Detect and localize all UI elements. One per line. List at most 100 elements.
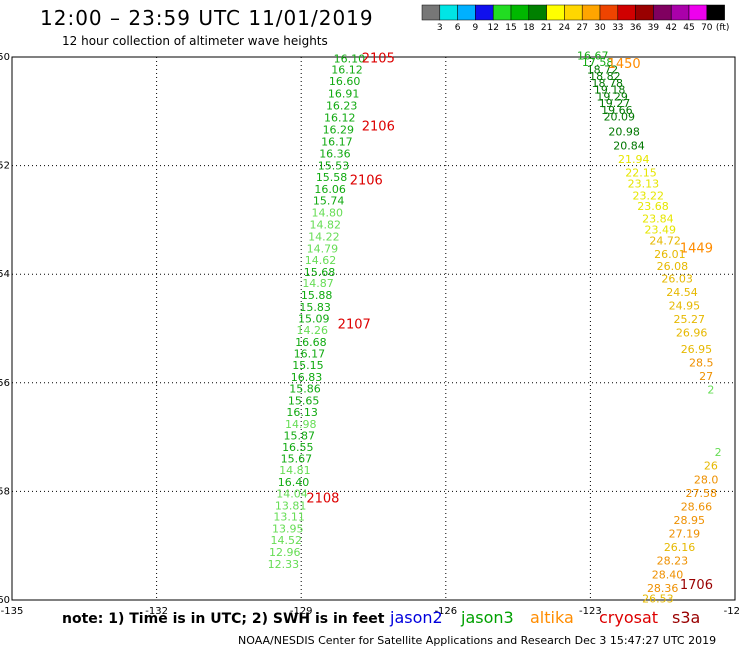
altika-data-label: 19.66 bbox=[601, 104, 633, 117]
plot-frame bbox=[11, 56, 736, 601]
jason3-data-label: 16.23 bbox=[326, 100, 358, 113]
colorbar-cell bbox=[635, 4, 654, 21]
time-label: 2106 bbox=[362, 119, 395, 134]
colorbar-label: 45 bbox=[683, 23, 694, 33]
legend-cryosat: cryosat bbox=[599, 608, 659, 627]
time-label: 2105 bbox=[362, 51, 395, 66]
jason3-data-label: 15.58 bbox=[316, 171, 348, 184]
page-title: 12:00 – 23:59 UTC 11/01/2019 bbox=[40, 6, 374, 30]
time-label: 1706 bbox=[680, 578, 713, 593]
jason3-data-label: 15.83 bbox=[299, 301, 331, 314]
jason3-data-label: 14.04 bbox=[276, 487, 308, 500]
altika-data-label: 24.54 bbox=[666, 286, 698, 299]
jason3-data-label: 12.96 bbox=[269, 546, 301, 559]
altika-data-label: 27.58 bbox=[686, 487, 718, 500]
colorbar-cell bbox=[581, 4, 601, 21]
jason3-data-label: 14.62 bbox=[305, 254, 337, 267]
time-label: 2106 bbox=[350, 174, 383, 189]
altika-data-label: 22.15 bbox=[625, 166, 657, 179]
jason3-data-label: 14.82 bbox=[310, 219, 342, 232]
colorbar-label: 27 bbox=[576, 23, 587, 33]
colorbar-label: 36 bbox=[630, 23, 642, 33]
colorbar-label: 15 bbox=[505, 23, 516, 33]
jason3-data-label: 16.12 bbox=[331, 63, 363, 76]
altika-data-label: 23.13 bbox=[628, 177, 660, 190]
colorbar-cell bbox=[617, 4, 636, 21]
time-label: 2108 bbox=[306, 491, 339, 506]
legend-altika: altika bbox=[530, 608, 574, 627]
x-tick-label: -129 bbox=[290, 606, 313, 617]
y-tick-label: -52 bbox=[0, 161, 10, 172]
jason3-data-label: 16.36 bbox=[319, 147, 351, 160]
altika-data-label: 19.18 bbox=[594, 83, 626, 96]
jason3-data-label: 16.13 bbox=[286, 406, 318, 419]
jason3-data-label: 16.60 bbox=[329, 75, 361, 88]
y-tick-label: -60 bbox=[0, 595, 10, 606]
altika-data-label: 26 bbox=[704, 460, 718, 473]
x-tick-label: -132 bbox=[145, 606, 168, 617]
jason3-data-label: 15.65 bbox=[288, 395, 320, 408]
colorbar-label: 6 bbox=[455, 23, 461, 33]
colorbar-cell bbox=[421, 4, 441, 21]
y-tick-label: -50 bbox=[0, 52, 10, 63]
altika-data-label: 24.72 bbox=[649, 234, 681, 247]
colorbar-cell bbox=[475, 4, 494, 21]
altika-data-label: 20.09 bbox=[604, 111, 636, 124]
legend-jason3: jason3 bbox=[461, 608, 514, 627]
altika-data-label: 28.66 bbox=[681, 500, 713, 513]
jason3-data-label: 16.68 bbox=[295, 336, 327, 349]
y-tick-label: -54 bbox=[0, 269, 10, 280]
colorbar-label: 70 bbox=[701, 23, 713, 33]
colorbar-cell bbox=[688, 4, 708, 21]
jason3-data-label: 16.12 bbox=[324, 112, 356, 125]
legend-s3a: s3a bbox=[672, 608, 701, 627]
altika-data-label: 26.53 bbox=[642, 593, 674, 606]
colorbar-label: 3 bbox=[437, 23, 443, 33]
altika-data-label: 26.16 bbox=[664, 541, 696, 554]
altika-data-label: 2 bbox=[715, 446, 722, 459]
legend-jason2: jason2 bbox=[390, 608, 443, 627]
jason3-data-label: 14.22 bbox=[308, 231, 340, 244]
altika-data-label: 23.49 bbox=[645, 223, 677, 236]
altika-data-label: 28.5 bbox=[689, 357, 714, 370]
jason3-data-label: 16.40 bbox=[278, 476, 310, 489]
altika-data-label: 28.40 bbox=[652, 568, 684, 581]
jason3-data-label: 13.11 bbox=[273, 511, 305, 524]
colorbar-cell bbox=[706, 4, 725, 21]
colorbar-cell bbox=[670, 4, 690, 21]
time-label: 1449 bbox=[680, 241, 713, 256]
jason3-data-label: 15.74 bbox=[313, 195, 345, 208]
altika-data-label: 27 bbox=[699, 370, 713, 383]
altika-data-label: 19.29 bbox=[596, 90, 628, 103]
jason3-data-label: 15.09 bbox=[298, 313, 330, 326]
altika-data-label: 18.82 bbox=[589, 70, 621, 83]
altika-data-label: 23.68 bbox=[637, 200, 669, 213]
colorbar-label: 12 bbox=[487, 23, 498, 33]
page-subtitle: 12 hour collection of altimeter wave hei… bbox=[62, 34, 328, 48]
colorbar-label: 21 bbox=[541, 23, 552, 33]
colorbar-label: 33 bbox=[612, 23, 623, 33]
colorbar-label: 24 bbox=[559, 23, 571, 33]
jason3-data-label: 16.29 bbox=[323, 124, 355, 137]
altika-data-label: 27.19 bbox=[669, 528, 701, 541]
colorbar-cell bbox=[599, 4, 619, 21]
altika-data-label: 20.98 bbox=[608, 126, 640, 139]
jason3-data-label: 16.17 bbox=[294, 347, 326, 360]
altika-data-label: 26.95 bbox=[681, 343, 713, 356]
jason3-data-label: 16.10 bbox=[334, 52, 366, 65]
altika-data-label: 28.36 bbox=[647, 582, 679, 595]
altika-data-label: 26.01 bbox=[654, 248, 686, 261]
jason3-data-label: 15.15 bbox=[292, 359, 324, 372]
units-note: note: 1) Time is in UTC; 2) SWH is in fe… bbox=[62, 611, 385, 627]
jason3-data-label: 16.91 bbox=[328, 88, 360, 101]
y-tick-label: -56 bbox=[0, 378, 10, 389]
colorbar-label: 30 bbox=[594, 23, 606, 33]
jason3-data-label: 14.81 bbox=[279, 464, 311, 477]
credit-line: NOAA/NESDIS Center for Satellite Applica… bbox=[238, 634, 717, 647]
jason3-data-label: 16.55 bbox=[282, 441, 314, 454]
altika-data-label: 26.08 bbox=[657, 260, 689, 273]
jason3-data-label: 13.81 bbox=[275, 499, 307, 512]
altika-data-label: 26.96 bbox=[676, 327, 708, 340]
